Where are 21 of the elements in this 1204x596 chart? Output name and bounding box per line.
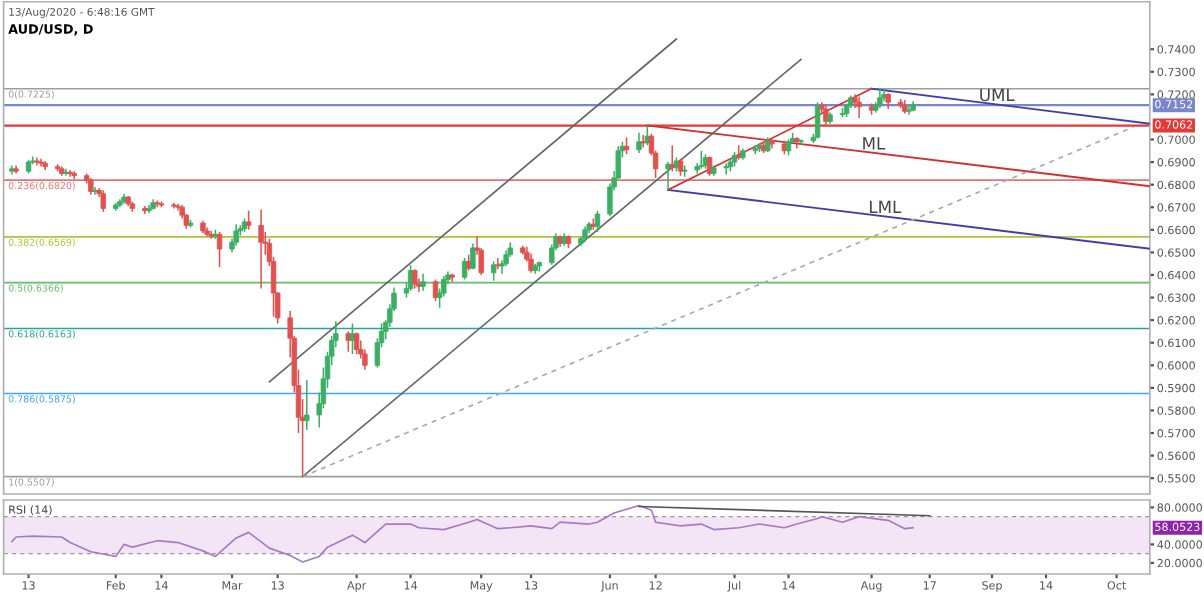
line-series xyxy=(11,504,914,563)
candlestick xyxy=(470,242,476,271)
candlestick xyxy=(906,104,912,116)
candlestick xyxy=(461,257,468,281)
candlestick xyxy=(416,277,422,293)
candlestick xyxy=(665,161,671,191)
candlestick xyxy=(640,134,646,149)
series-label: LML xyxy=(870,200,902,213)
candlestick xyxy=(490,260,497,282)
candlestick xyxy=(495,257,501,271)
candlestick xyxy=(233,223,239,247)
candlestick xyxy=(412,268,418,290)
candlestick xyxy=(644,124,651,146)
candlestick xyxy=(723,162,729,176)
series-label: UML xyxy=(980,88,1015,102)
candlestick xyxy=(258,208,264,290)
candlestick xyxy=(362,348,368,371)
candlestick xyxy=(304,379,310,431)
candlestick xyxy=(636,131,642,154)
series-label: ML xyxy=(863,137,886,150)
candlestick xyxy=(345,330,352,353)
